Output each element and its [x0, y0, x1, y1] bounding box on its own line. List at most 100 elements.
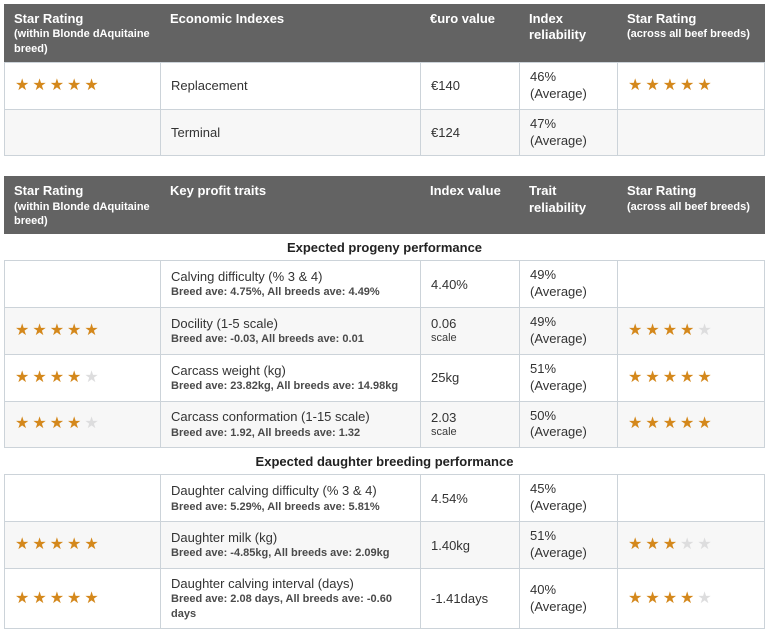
- euro-value: €140: [431, 78, 460, 94]
- header-key-profit-traits: Key profit traits: [170, 183, 267, 199]
- header-star-rating-within-sub: (within Blonde dAquitaine breed): [14, 28, 150, 55]
- stars-within-breed: ★★★★★: [5, 308, 161, 354]
- trait-averages: Breed ave: -0.03, All breeds ave: 0.01: [171, 333, 364, 346]
- index-value: 2.03: [431, 409, 457, 425]
- star-rating: ★★★★★: [15, 537, 150, 553]
- index-value: 4.54%: [431, 490, 468, 506]
- trait-averages: Breed ave: 2.08 days, All breeds ave: -0…: [171, 593, 392, 621]
- reliability-note: (Average): [530, 598, 587, 614]
- star-filled-icon: ★: [15, 415, 33, 433]
- reliability-note: (Average): [530, 545, 587, 561]
- stars-across-breeds: ★★★★★: [618, 308, 764, 354]
- trait-label: Docility (1-5 scale): [171, 315, 278, 331]
- star-filled-icon: ★: [32, 368, 50, 386]
- reliability-note: (Average): [530, 85, 587, 101]
- star-filled-icon: ★: [662, 321, 681, 339]
- index-value: 0.06: [431, 316, 457, 332]
- star-filled-icon: ★: [84, 321, 102, 339]
- stars-within-breed: [5, 261, 161, 308]
- reliability-cell: 51% (Average): [520, 522, 618, 568]
- table-row: ★★★★★ Daughter milk (kg) Breed ave: -4.85k…: [4, 522, 765, 569]
- star-empty-icon: ★: [697, 321, 715, 339]
- header-star-rating-within: Star Rating (within Blonde dAquitaine br…: [14, 183, 150, 227]
- star-rating: ★★★★★: [628, 537, 754, 553]
- stars-within-breed: [5, 475, 161, 522]
- reliability-note: (Average): [530, 284, 587, 300]
- header-star-rating-within-title: Star Rating: [14, 11, 84, 26]
- star-filled-icon: ★: [67, 321, 85, 339]
- star-filled-icon: ★: [15, 76, 33, 94]
- star-filled-icon: ★: [628, 368, 646, 386]
- trait-label-cell: Daughter milk (kg) Breed ave: -4.85kg, Al…: [161, 522, 421, 568]
- star-filled-icon: ★: [628, 76, 646, 94]
- reliability-percent: 50%: [530, 407, 557, 423]
- reliability-percent: 51%: [530, 360, 557, 376]
- star-empty-icon: ★: [697, 536, 715, 554]
- table-row: Calving difficulty (% 3 & 4) Breed ave: 4…: [4, 260, 765, 309]
- star-filled-icon: ★: [15, 589, 33, 607]
- economic-indexes-table: Star Rating (within Blonde dAquitaine br…: [4, 4, 765, 157]
- header-star-rating-across: Star Rating (across all beef breeds): [627, 11, 750, 41]
- trait-label-cell: Daughter calving interval (days) Breed av…: [161, 568, 421, 629]
- table-row: ★★★★★ Docility (1-5 scale) Breed ave: -0.0…: [4, 308, 765, 355]
- stars-across-breeds: ★★★★★: [618, 522, 764, 568]
- star-rating: ★★★★★: [628, 321, 754, 339]
- star-filled-icon: ★: [628, 589, 646, 607]
- index-value-cell: 2.03 scale: [421, 401, 520, 448]
- star-filled-icon: ★: [49, 321, 68, 339]
- reliability-cell: 45% (Average): [520, 475, 618, 522]
- star-filled-icon: ★: [662, 536, 681, 554]
- key-profit-traits-table: Star Rating (within Blonde dAquitaine br…: [4, 176, 765, 630]
- star-rating: ★★★★★: [15, 589, 150, 607]
- star-filled-icon: ★: [680, 321, 698, 339]
- economic-table-body: ★★★★★ Replacement €140 46% (Average) ★★★★★ Ter…: [4, 61, 765, 157]
- trait-label: Daughter calving interval (days): [171, 575, 354, 591]
- star-filled-icon: ★: [628, 536, 646, 554]
- index-label: Replacement: [171, 78, 248, 94]
- index-value: 4.40%: [431, 276, 468, 292]
- star-filled-icon: ★: [697, 368, 715, 386]
- reliability-percent: 46%: [530, 68, 557, 84]
- star-filled-icon: ★: [645, 536, 663, 554]
- table-row: ★★★★★ Carcass conformation (1-15 scale) Br…: [4, 401, 765, 449]
- star-filled-icon: ★: [680, 368, 698, 386]
- section-title: Expected progeny performance: [4, 234, 765, 261]
- index-value: 1.40kg: [431, 537, 471, 553]
- reliability-note: (Average): [530, 330, 587, 346]
- header-star-rating-within: Star Rating (within Blonde dAquitaine br…: [4, 4, 160, 62]
- index-value-unit: scale: [431, 425, 457, 438]
- traits-table-header: Star Rating (within Blonde dAquitaine br…: [4, 176, 765, 235]
- index-value-cell: 4.54%: [421, 475, 520, 522]
- table-row: Daughter calving difficulty (% 3 & 4) Bre…: [4, 474, 765, 523]
- stars-within-breed: ★★★★★: [5, 62, 161, 109]
- reliability-cell: 51% (Average): [520, 354, 618, 401]
- reliability-percent: 51%: [530, 528, 557, 544]
- euro-value-cell: €124: [421, 109, 520, 156]
- trait-label-cell: Carcass conformation (1-15 scale) Breed a…: [161, 401, 421, 448]
- star-rating: ★★★★★: [628, 76, 754, 94]
- index-value: 25kg: [431, 370, 460, 386]
- star-filled-icon: ★: [32, 536, 50, 554]
- reliability-percent: 47%: [530, 115, 557, 131]
- star-filled-icon: ★: [662, 368, 681, 386]
- header-index-value: Index value: [430, 183, 501, 199]
- star-filled-icon: ★: [15, 321, 33, 339]
- star-filled-icon: ★: [662, 76, 681, 94]
- star-empty-icon: ★: [697, 589, 715, 607]
- star-filled-icon: ★: [680, 76, 698, 94]
- star-filled-icon: ★: [15, 368, 33, 386]
- euro-value-cell: €140: [421, 62, 520, 109]
- star-rating: ★★★★★: [628, 589, 754, 607]
- stars-across-breeds: [618, 110, 764, 156]
- star-filled-icon: ★: [67, 589, 85, 607]
- star-filled-icon: ★: [67, 415, 85, 433]
- reliability-cell: 46% (Average): [520, 62, 618, 109]
- star-filled-icon: ★: [84, 76, 102, 94]
- star-filled-icon: ★: [67, 536, 85, 554]
- stars-across-breeds: ★★★★★: [618, 402, 764, 448]
- star-filled-icon: ★: [628, 415, 646, 433]
- stars-within-breed: ★★★★★: [5, 522, 161, 568]
- header-index-reliability: Index reliability: [529, 11, 587, 43]
- index-value: -1.41days: [431, 591, 489, 607]
